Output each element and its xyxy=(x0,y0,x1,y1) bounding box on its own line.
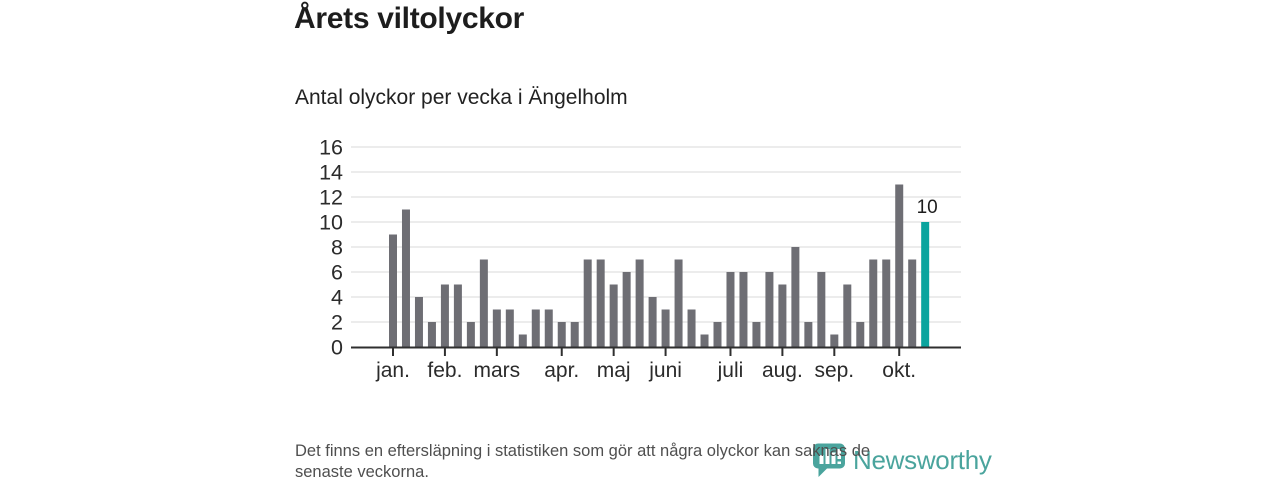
x-tick-label-maj: maj xyxy=(597,359,631,382)
bar-week-39 xyxy=(882,259,891,347)
x-tick-label-apr: apr. xyxy=(544,359,579,382)
bar-week-33 xyxy=(804,322,813,347)
bar-week-11 xyxy=(518,334,527,347)
y-tick-label-2: 2 xyxy=(331,311,343,335)
bar-week-8 xyxy=(479,259,488,347)
newsworthy-logo: Newsworthy xyxy=(813,443,992,478)
bar-week-4 xyxy=(427,322,436,347)
x-tick-label-juli: juli xyxy=(717,359,744,382)
x-tick-label-okt: okt. xyxy=(882,359,916,382)
bar-week-27 xyxy=(726,272,735,347)
bar-week-15 xyxy=(570,322,579,347)
bar-week-41 xyxy=(908,259,917,347)
newsworthy-logo-icon xyxy=(813,443,845,477)
bar-week-29 xyxy=(752,322,761,347)
y-tick-label-6: 6 xyxy=(331,261,343,285)
y-tick-label-4: 4 xyxy=(331,286,343,310)
x-tick-label-feb: feb. xyxy=(427,359,462,382)
bar-week-31 xyxy=(778,284,787,347)
x-tick-label-jan: jan. xyxy=(375,359,410,382)
bar-week-34 xyxy=(817,272,826,347)
bar-week-9 xyxy=(492,309,501,347)
y-tick-label-14: 14 xyxy=(319,161,343,185)
bar-week-24 xyxy=(687,309,696,347)
y-tick-label-12: 12 xyxy=(319,186,343,210)
bar-week-16 xyxy=(583,259,592,347)
y-tick-label-10: 10 xyxy=(319,211,343,235)
chart-subtitle: Antal olyckor per vecka i Ängelholm xyxy=(295,86,628,109)
bar-week-3 xyxy=(414,297,423,347)
logo-bar-3 xyxy=(831,452,836,464)
logo-exclamation-dot xyxy=(837,461,841,464)
y-tick-label-16: 16 xyxy=(319,136,343,160)
bar-week-38 xyxy=(869,259,878,347)
x-tick-label-juni: juni xyxy=(648,359,682,382)
bar-week-20 xyxy=(635,259,644,347)
bar-week-1 xyxy=(389,234,397,347)
bar-week-14 xyxy=(557,322,566,347)
chart-title: Årets viltolyckor xyxy=(294,2,524,35)
bar-week-37 xyxy=(856,322,865,347)
y-tick-label-8: 8 xyxy=(331,236,343,260)
bar-week-21 xyxy=(648,297,657,347)
bar-week-6 xyxy=(453,284,462,347)
x-tick-label-sep: sep. xyxy=(814,359,854,382)
bar-week-2 xyxy=(401,209,410,347)
bar-week-12 xyxy=(531,309,540,347)
bar-week-5 xyxy=(440,284,449,347)
bar-week-35 xyxy=(830,334,839,347)
logo-exclamation-stem xyxy=(837,449,841,459)
bar-week-10 xyxy=(505,309,514,347)
bar-week-25 xyxy=(700,334,709,347)
logo-bar-2 xyxy=(825,449,830,464)
bar-week-28 xyxy=(739,272,748,347)
bar-week-30 xyxy=(765,272,774,347)
x-tick-label-aug: aug. xyxy=(762,359,803,382)
logo-bar-1 xyxy=(819,455,824,464)
bar-week-40 xyxy=(895,184,904,347)
bar-week-18 xyxy=(609,284,618,347)
bar-week-7 xyxy=(466,322,475,347)
bar-week-22 xyxy=(661,309,670,347)
footnote-line-2: senaste veckorna. xyxy=(295,463,429,480)
newsworthy-logo-text: Newsworthy xyxy=(853,445,992,475)
footnote: Det finns en eftersläpning i statistiken… xyxy=(295,441,995,480)
highlight-value-label: 10 xyxy=(917,197,938,218)
bar-week-32 xyxy=(791,247,800,347)
y-tick-label-0: 0 xyxy=(331,336,343,360)
x-tick-label-mars: mars xyxy=(474,359,521,382)
bar-week-17 xyxy=(596,259,605,347)
bar-week-26 xyxy=(713,322,722,347)
bar-week-36 xyxy=(843,284,852,347)
footnote-line-1: Det finns en eftersläpning i statistiken… xyxy=(295,442,871,460)
bar-week-19 xyxy=(622,272,631,347)
bar-week-23 xyxy=(674,259,683,347)
bar-week-42 xyxy=(921,222,930,347)
bar-week-13 xyxy=(544,309,553,347)
